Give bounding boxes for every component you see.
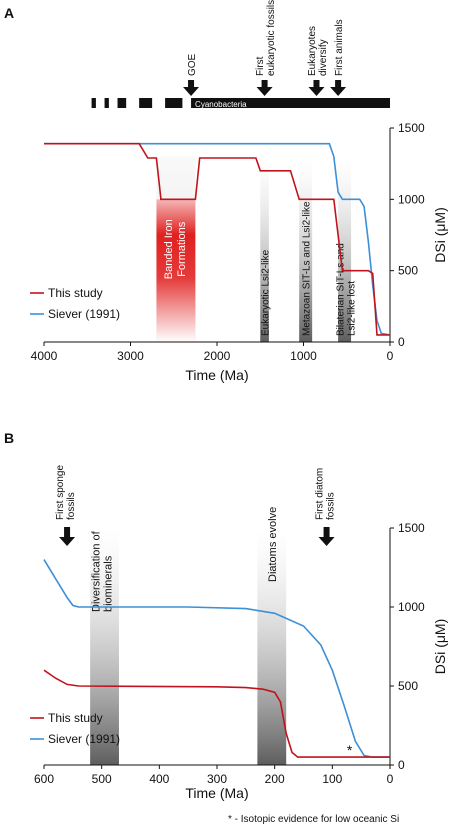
x-tick-label: 100 <box>322 772 342 786</box>
y-tick-label: 1000 <box>398 600 425 614</box>
band-label-bilaterian-line: Lsi2-like lost <box>347 281 358 336</box>
series-line-this-study <box>43 669 390 758</box>
cyanobacteria-segment <box>139 98 153 108</box>
y-tick-label: 1500 <box>398 521 425 535</box>
arrow-shaft <box>313 80 320 88</box>
arrow-shaft <box>323 527 330 538</box>
arrow-head <box>256 87 273 96</box>
y-tick-label: 1000 <box>398 192 425 206</box>
event-arrow-eukaryotes-diversify <box>308 80 325 96</box>
y-axis-label: DSi (μM) <box>432 619 448 675</box>
y-axis-label: DSi (μM) <box>432 207 448 263</box>
event-arrow-first-sponge-fossils <box>59 527 76 546</box>
cyanobacteria-label: Cyanobacteria <box>195 100 247 109</box>
legend-label: Siever (1991) <box>48 732 120 746</box>
event-label-first-eukaryotic-fossils: eukaryotic fossils <box>266 0 277 76</box>
arrow-shaft <box>188 80 195 88</box>
panel-label: A <box>4 5 14 21</box>
event-label-first-sponge-fossils: First sponge <box>55 465 66 520</box>
arrow-shaft <box>64 527 71 538</box>
event-label-goe: GOE <box>187 53 198 76</box>
band-banded-iron-formations <box>156 199 196 342</box>
x-tick-label: 400 <box>149 772 169 786</box>
arrow-shaft <box>335 80 342 88</box>
x-tick-label: 1000 <box>290 349 317 363</box>
arrow-shaft <box>261 80 268 88</box>
band-label-eukaryotic-line: Eukaryotic Lsi2-like <box>261 249 272 336</box>
cyanobacteria-segment <box>104 98 109 108</box>
event-label-first-sponge-fossils: fossils <box>66 492 77 520</box>
panel-a: A Banded Iron Formations Eukaryotic Lsi2-li… <box>4 0 448 383</box>
cyanobacteria-segment <box>91 98 96 108</box>
event-label-eukaryotes-diversify: diversify <box>318 39 329 76</box>
legend-label: This study <box>48 711 103 725</box>
band-bilaterian-sit-ls-and-lsi2-like-lost <box>338 156 352 342</box>
event-arrow-first-eukaryotic-fossils <box>256 80 273 96</box>
band-label-diversification-line: Diversification of <box>91 530 103 612</box>
arrow-head <box>318 537 335 546</box>
event-label-first-diatom-fossils: First diatom <box>315 468 326 520</box>
event-label-eukaryotes-diversify: Eukaryotes <box>307 26 318 76</box>
band-diatoms-evolve <box>257 528 287 765</box>
arrow-head <box>59 537 76 546</box>
event-arrow-goe <box>183 80 200 96</box>
x-tick-label: 600 <box>34 772 54 786</box>
arrow-head <box>308 87 325 96</box>
event-arrow-first-diatom-fossils <box>318 527 335 546</box>
event-label-first-eukaryotic-fossils: First <box>255 56 266 76</box>
band-label-bilaterian-line: Bilaterian SIT-Ls and <box>336 243 347 336</box>
x-axis-label: Time (Ma) <box>185 367 248 383</box>
cyanobacteria-segment <box>191 98 390 108</box>
y-tick-label: 500 <box>398 264 418 278</box>
footnote: * - Isotopic evidence for low oceanic Si <box>228 814 399 825</box>
asterisk-marker: * <box>347 742 353 758</box>
series-line-siever-1991 <box>43 559 390 758</box>
y-tick-label: 1500 <box>398 121 425 135</box>
band-label-metazoan-line: Metazoan SIT-Ls and Lsi2-like <box>302 201 313 336</box>
band-label-diatoms-line: Diatoms evolve <box>267 507 279 582</box>
x-tick-label: 500 <box>92 772 112 786</box>
event-arrow-first-animals <box>330 80 347 96</box>
panel-b: B Diversification of biominerals Diatoms ev… <box>4 430 448 825</box>
x-tick-label: 200 <box>265 772 285 786</box>
x-tick-label: 3000 <box>117 349 144 363</box>
panel-label: B <box>4 430 14 446</box>
band-label-diversification-line: biominerals <box>103 555 115 612</box>
legend-label: This study <box>48 286 103 300</box>
band-diversification-of-biominerals <box>90 528 119 765</box>
legend-label: Siever (1991) <box>48 307 120 321</box>
band-eukaryotic-lsi2-like <box>260 156 269 342</box>
band-metazoan-sit-ls-and-lsi2-like <box>299 156 313 342</box>
x-tick-label: 0 <box>387 349 394 363</box>
x-tick-label: 2000 <box>204 349 231 363</box>
x-axis-label: Time (Ma) <box>185 785 248 801</box>
band-label-bif-line1: Banded Iron <box>163 219 175 279</box>
series-line-this-study <box>44 142 390 336</box>
series-line-siever-1991 <box>44 142 391 336</box>
band-label-bif-line2: Formations <box>176 221 188 277</box>
y-tick-label: 0 <box>398 758 405 772</box>
event-label-first-animals: First animals <box>334 19 345 76</box>
x-tick-label: 300 <box>207 772 227 786</box>
arrow-head <box>330 87 347 96</box>
event-label-first-diatom-fossils: fossils <box>326 492 337 520</box>
cyanobacteria-segment <box>165 98 183 108</box>
x-tick-label: 0 <box>387 772 394 786</box>
cyanobacteria-segment <box>117 98 127 108</box>
y-tick-label: 500 <box>398 679 418 693</box>
y-tick-label: 0 <box>398 335 405 349</box>
arrow-head <box>183 87 200 96</box>
x-tick-label: 4000 <box>31 349 58 363</box>
